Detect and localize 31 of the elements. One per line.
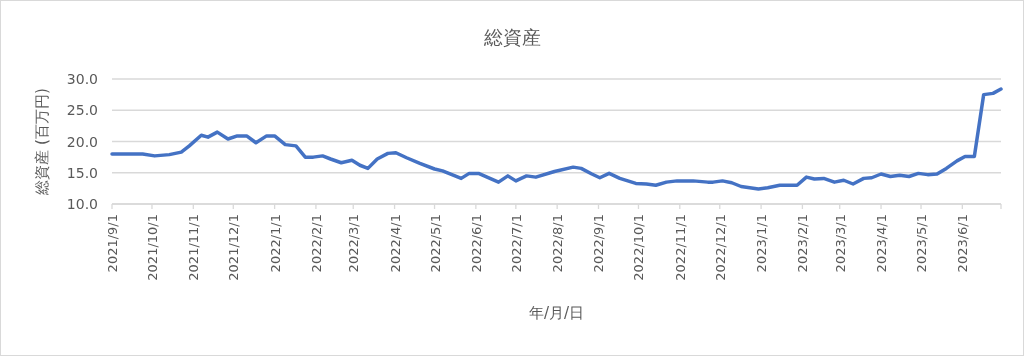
x-tick-label: 2023/6/1: [955, 214, 971, 273]
x-tick-label: 2022/3/1: [346, 214, 362, 273]
x-tick-label: 2022/5/1: [427, 214, 443, 273]
x-tick-label: 2022/11/1: [672, 214, 688, 281]
x-tick-label: 2021/9/1: [105, 214, 120, 273]
x-tick-label: 2023/3/1: [832, 214, 848, 273]
y-tick-label: 10.0: [66, 196, 98, 212]
x-tick-label: 2022/2/1: [308, 214, 324, 273]
x-tick-label: 2023/1/1: [754, 214, 770, 273]
x-tick-label: 2022/6/1: [468, 214, 484, 273]
x-tick-label: 2022/8/1: [550, 214, 566, 273]
x-tick-label: 2022/1/1: [267, 214, 283, 273]
x-tick-label: 2022/10/1: [631, 214, 647, 281]
y-tick-label: 15.0: [66, 164, 98, 181]
x-tick-label: 2022/4/1: [387, 214, 403, 273]
x-tick-label: 2023/5/1: [914, 214, 930, 273]
x-tick-label: 2022/12/1: [712, 214, 728, 281]
y-axis-title: 総資産 (百万円): [33, 88, 51, 196]
x-tick-label: 2021/12/1: [226, 214, 242, 281]
x-tick-label: 2022/7/1: [508, 214, 524, 273]
chart-title: 総資産: [482, 26, 541, 48]
x-tick-label: 2023/2/1: [795, 214, 811, 273]
x-tick-label: 2021/11/1: [186, 214, 202, 281]
y-tick-label: 25.0: [66, 102, 98, 119]
x-axis-title: 年/月/日: [528, 304, 585, 322]
y-tick-label: 20.0: [66, 133, 98, 150]
line-series: [110, 87, 1003, 191]
x-tick-label: 2023/4/1: [874, 214, 890, 273]
x-tick-label: 2022/9/1: [591, 214, 607, 273]
y-tick-label: 30.0: [66, 71, 98, 87]
x-tick-label: 2021/10/1: [144, 214, 160, 281]
